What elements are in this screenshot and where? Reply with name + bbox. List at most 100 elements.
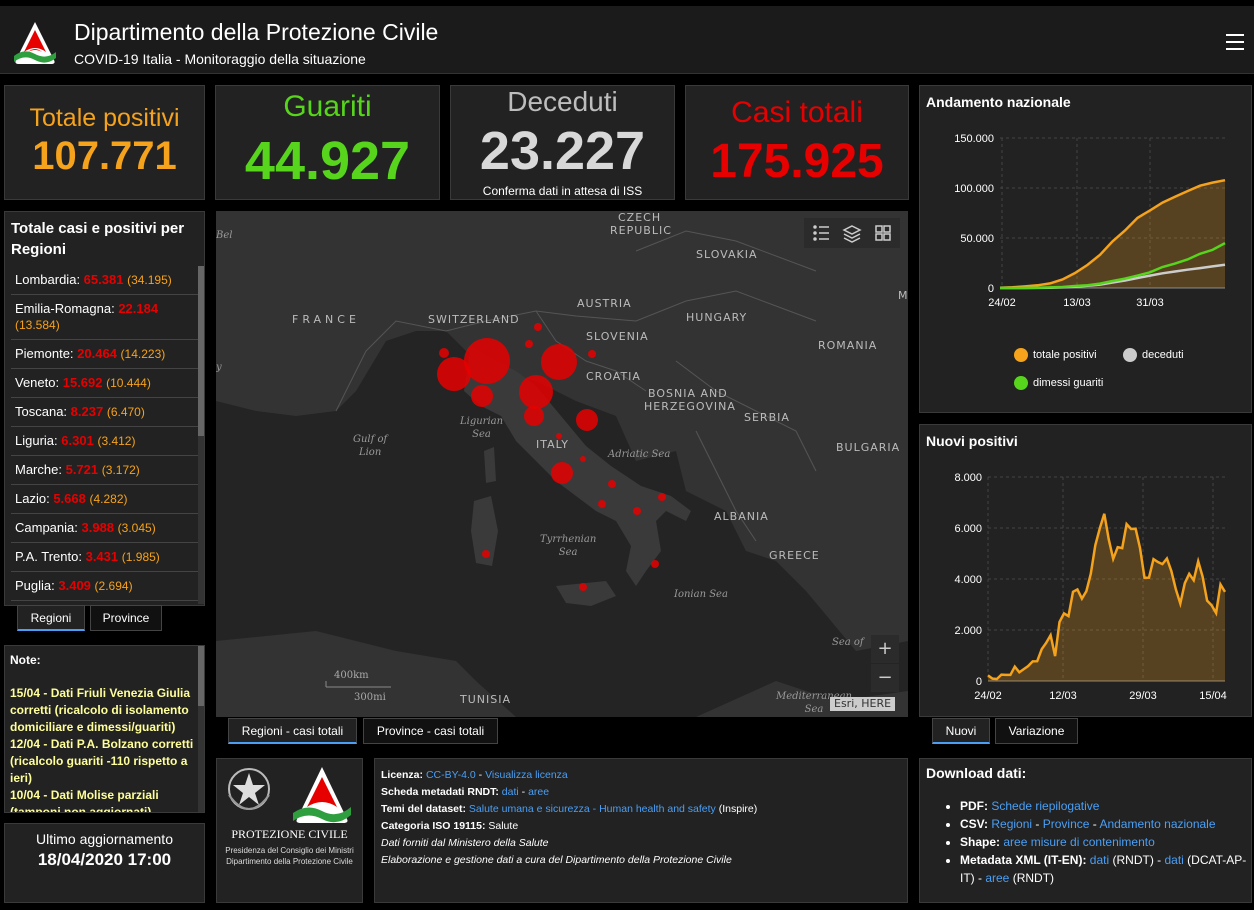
zoom-out-button[interactable]: −	[871, 664, 899, 692]
map-circle[interactable]	[551, 462, 573, 484]
map-label: SERBIA	[744, 411, 790, 424]
license-label: Licenza:	[381, 769, 424, 781]
map-circle[interactable]	[439, 348, 449, 358]
region-name: Campania	[15, 520, 75, 535]
menu-icon[interactable]	[1226, 34, 1244, 50]
note-entry: 10/04 - Dati Molise parziali (tamponi no…	[10, 788, 159, 813]
map-circle[interactable]	[519, 375, 553, 409]
license-link[interactable]: CC-BY-4.0	[425, 769, 476, 781]
region-item[interactable]: Campania: 3.988 (3.045)	[11, 514, 203, 543]
map-circle[interactable]	[524, 406, 544, 426]
pdf-link[interactable]: Schede riepilogative	[991, 799, 1100, 813]
region-total: 15.692	[62, 375, 103, 390]
regions-scrollbar[interactable]	[198, 266, 204, 604]
map[interactable]: FRANCE SWITZERLAND AUSTRIA CZECH REPUBLI…	[216, 211, 908, 717]
map-label: HUNGARY	[686, 311, 748, 324]
map-canvas[interactable]	[216, 211, 908, 717]
region-item[interactable]: Puglia: 3.409 (2.694)	[11, 572, 203, 601]
map-circle[interactable]	[541, 344, 577, 380]
region-positive: (14.223)	[120, 347, 166, 361]
legend-dimessi-guariti[interactable]: dimessi guariti	[1014, 376, 1103, 390]
rndt-dati-link[interactable]: dati	[501, 786, 519, 798]
map-circle[interactable]	[580, 456, 586, 462]
basemap-gallery-icon[interactable]	[875, 225, 891, 241]
map-label: HERZEGOVINA	[644, 400, 736, 413]
series-line	[999, 178, 1226, 290]
y-tick-label: 0	[988, 283, 994, 295]
xml-dati-dcat-link[interactable]: dati	[1164, 853, 1184, 867]
map-sea-label: y	[216, 362, 222, 373]
region-item[interactable]: Liguria: 6.301 (3.412)	[11, 427, 203, 456]
region-item[interactable]: Lazio: 5.668 (4.282)	[11, 485, 203, 514]
map-circle[interactable]	[598, 500, 606, 508]
region-item[interactable]: Piemonte: 20.464 (14.223)	[11, 340, 203, 369]
temi-link[interactable]: Salute umana e sicurezza - Human health …	[468, 803, 716, 815]
tab-nuovi[interactable]: Nuovi	[932, 718, 990, 744]
region-item[interactable]: Lombardia: 65.381 (34.195)	[11, 266, 203, 295]
logo-line-3: Dipartimento della Protezione Civile	[226, 857, 353, 866]
rndt-label: Scheda metadati RNDT:	[381, 786, 499, 798]
regions-list[interactable]: Lombardia: 65.381 (34.195) Emilia-Romagna…	[11, 266, 203, 604]
map-sea-label: Ionian Sea	[674, 589, 728, 600]
map-circle[interactable]	[651, 560, 659, 568]
notes-scrollbar[interactable]	[198, 646, 204, 812]
csv-andamento-link[interactable]: Andamento nazionale	[1099, 817, 1216, 831]
map-label: CZECH	[618, 211, 662, 224]
tab-province[interactable]: Province	[90, 605, 162, 631]
region-total: 3.431	[85, 549, 119, 564]
map-circle[interactable]	[556, 433, 562, 439]
map-circle[interactable]	[437, 357, 471, 391]
stat-guariti: Guariti 44.927	[215, 85, 440, 200]
download-shape: Shape: aree misure di contenimento	[960, 833, 1250, 851]
map-circle[interactable]	[579, 583, 587, 591]
map-circle[interactable]	[588, 350, 596, 358]
legend-totale-positivi[interactable]: totale positivi	[1014, 348, 1097, 362]
map-sea-label: Bel	[216, 230, 233, 241]
map-label: REPUBLIC	[610, 224, 672, 237]
download-list: PDF: Schede riepilogative CSV: Regioni -…	[960, 797, 1250, 887]
map-circle[interactable]	[482, 550, 490, 558]
map-circle[interactable]	[534, 323, 542, 331]
rndt-aree-link[interactable]: aree	[528, 786, 550, 798]
notes-content[interactable]: Note: 15/04 - Dati Friuli Venezia Giulia…	[10, 652, 196, 813]
csv-province-link[interactable]: Province	[1042, 817, 1090, 831]
region-item[interactable]: Emilia-Romagna: 22.184 (13.584)	[11, 295, 203, 340]
map-circle[interactable]	[608, 480, 616, 488]
map-sea-label: Ligurian Sea	[460, 416, 504, 440]
region-positive: (1.985)	[121, 550, 160, 564]
map-sea-label: Adriatic Sea	[608, 449, 671, 460]
view-license-link[interactable]: Visualizza licenza	[485, 769, 568, 781]
region-item[interactable]: Marche: 5.721 (3.172)	[11, 456, 203, 485]
tab-regioni-casi-totali[interactable]: Regioni - casi totali	[228, 718, 357, 744]
tab-province-casi-totali[interactable]: Province - casi totali	[363, 718, 498, 744]
shape-link[interactable]: aree misure di contenimento	[1003, 835, 1155, 849]
region-item[interactable]: Veneto: 15.692 (10.444)	[11, 369, 203, 398]
tab-regioni[interactable]: Regioni	[17, 605, 85, 631]
xml-dati-rndt-link[interactable]: dati	[1089, 853, 1110, 867]
scrollbar-thumb[interactable]	[198, 266, 204, 436]
layers-icon[interactable]	[842, 225, 862, 243]
map-label: TUNISIA	[460, 693, 511, 706]
region-item[interactable]: P.A. Trento: 3.431 (1.985)	[11, 543, 203, 572]
region-positive: (2.694)	[94, 579, 133, 593]
regions-title: Totale casi e positivi per Regioni	[11, 220, 185, 258]
legend-deceduti[interactable]: deceduti	[1123, 348, 1184, 362]
legend-list-icon[interactable]	[813, 225, 829, 241]
map-circles	[437, 323, 666, 591]
note-entry: 12/04 - Dati P.A. Bolzano corretti (rica…	[10, 737, 194, 785]
xml-aree-link[interactable]: aree	[985, 871, 1010, 885]
tab-variazione[interactable]: Variazione	[995, 718, 1078, 744]
zoom-in-button[interactable]: +	[871, 635, 899, 663]
map-circle[interactable]	[471, 385, 493, 407]
csv-regioni-link[interactable]: Regioni	[991, 817, 1033, 831]
map-circle[interactable]	[525, 340, 533, 348]
series-line	[987, 513, 1227, 681]
map-circle[interactable]	[658, 493, 666, 501]
region-item[interactable]: Toscana: 8.237 (6.470)	[11, 398, 203, 427]
map-circle[interactable]	[576, 409, 598, 431]
map-sea-label: Sea of	[832, 637, 864, 648]
map-circle[interactable]	[464, 338, 510, 384]
legend-dot-icon	[1014, 376, 1028, 390]
map-circle[interactable]	[633, 507, 641, 515]
